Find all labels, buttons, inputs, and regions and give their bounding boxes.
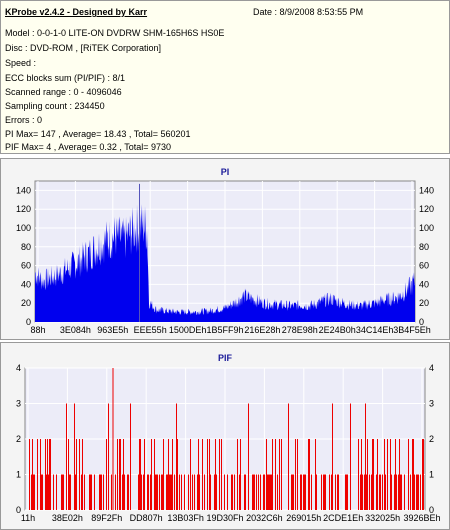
pif-chart: 0 0 1 1 2 2 3 3 4 4 11h 38E02h 89F2Fh DD807h 13B03Fh 19… (16, 363, 441, 523)
drive-model: Model : 0-0-1-0 LITE-ON DVDRW SHM-165H6S… (5, 28, 225, 38)
pi-ytick-right: 20 (419, 298, 429, 308)
pi-xtick: 2E24B0h (319, 325, 356, 335)
pi-xtick: 1500DEh (169, 325, 207, 335)
pif-ytick-left: 4 (16, 363, 21, 373)
pif-ytick-right: 0 (429, 505, 434, 515)
app-title: KProbe v2.4.2 - Designed by Karr (5, 7, 148, 17)
pi-ytick-right: 80 (419, 242, 429, 252)
pi-ytick-right: 100 (419, 223, 434, 233)
pif-xtick: 13B03Fh (167, 513, 204, 523)
info-panel: KProbe v2.4.2 - Designed by Karr Date : … (0, 0, 450, 154)
errors-count: Errors : 0 (5, 115, 43, 125)
pi-xtick: 963E5h (97, 325, 128, 335)
pi-xtick: 3B4F5Eh (393, 325, 431, 335)
pi-xtick: 88h (30, 325, 45, 335)
pi-xtick: 1B5FF9h (206, 325, 243, 335)
pi-ytick-right: 0 (419, 317, 424, 327)
pi-xtick: 34C14Eh (356, 325, 394, 335)
pi-ytick-right: 60 (419, 261, 429, 271)
pi-ytick-left: 100 (16, 223, 31, 233)
pif-ytick-left: 0 (16, 505, 21, 515)
pi-ytick-left: 80 (21, 242, 31, 252)
scan-date: Date : 8/9/2008 8:53:55 PM (253, 7, 364, 17)
pif-ytick-right: 2 (429, 434, 434, 444)
speed: Speed : (5, 58, 37, 68)
pif-xtick: 38E02h (52, 513, 83, 523)
pi-series (35, 204, 415, 322)
pi-ytick-left: 60 (21, 261, 31, 271)
pi-stats: PI Max= 147 , Average= 18.43 , Total= 56… (5, 129, 191, 139)
pi-chart-title: PI (220, 167, 230, 177)
pif-xtick: 89F2Fh (91, 513, 122, 523)
pi-xtick: 3E084h (60, 325, 91, 335)
pif-xtick: 332025h (365, 513, 400, 523)
pif-xtick: DD807h (130, 513, 163, 523)
pi-chart-panel: PI 0 0 20 20 40 40 60 60 80 80 100 100 120 120 140 140 8… (0, 158, 450, 340)
pif-xtick: 2CDE1Eh (323, 513, 363, 523)
pi-ytick-left: 0 (26, 317, 31, 327)
pi-xtick: EEE55h (134, 325, 167, 335)
pif-chart-title: PIF (217, 353, 232, 363)
pi-ytick-left: 120 (16, 204, 31, 214)
pif-ytick-right: 1 (429, 470, 434, 480)
pif-xtick: 269015h (286, 513, 321, 523)
sampling-count: Sampling count : 234450 (5, 101, 105, 111)
pif-xtick: 11h (21, 513, 35, 523)
pif-series (29, 368, 424, 510)
pif-ytick-right: 3 (429, 399, 434, 409)
scanned-range: Scanned range : 0 - 4096046 (5, 87, 122, 97)
pif-xtick: 19D30Fh (206, 513, 243, 523)
pif-xtick: 2032C6h (246, 513, 283, 523)
pi-ytick-left: 140 (16, 185, 31, 195)
pif-ytick-left: 3 (16, 399, 21, 409)
pi-xtick: 216E28h (244, 325, 280, 335)
pif-xtick: 3926BEh (403, 513, 440, 523)
pi-ytick-left: 20 (21, 298, 31, 308)
pi-chart: 0 0 20 20 40 40 60 60 80 80 100 100 120 120 140 140 88h 3… (16, 180, 434, 335)
pif-ytick-right: 4 (429, 363, 434, 373)
pi-ytick-left: 40 (21, 279, 31, 289)
pif-stats: PIF Max= 4 , Average= 0.32 , Total= 9730 (5, 142, 172, 152)
ecc-sum: ECC blocks sum (PI/PIF) : 8/1 (5, 73, 126, 83)
pi-ytick-right: 40 (419, 279, 429, 289)
pi-ytick-right: 140 (419, 185, 434, 195)
pif-chart-panel: PIF 0 0 1 1 2 2 3 3 4 4 11h 38E02h 89F2Fh DD807h 13B03… (0, 342, 450, 530)
pi-xtick: 278E98h (282, 325, 318, 335)
pi-ytick-right: 120 (419, 204, 434, 214)
pif-ytick-left: 1 (16, 470, 21, 480)
disc-type: Disc : DVD-ROM , [RiTEK Corporation] (5, 43, 162, 53)
pif-ytick-left: 2 (16, 434, 21, 444)
